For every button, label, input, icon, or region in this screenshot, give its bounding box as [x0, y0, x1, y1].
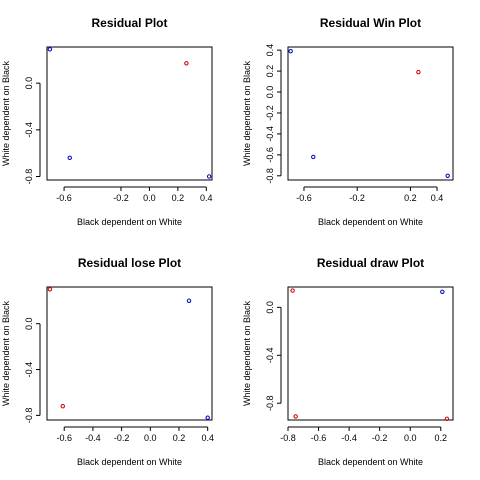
plot-frame [46, 46, 213, 181]
x-tick-label: -0.8 [280, 433, 296, 443]
data-point [60, 404, 65, 409]
x-tick-label: -0.6 [296, 193, 312, 203]
data-point [186, 298, 192, 303]
y-tick-label: -0.4 [265, 348, 275, 364]
data-point [206, 174, 212, 179]
x-tick-label: 0.2 [172, 193, 185, 203]
plot-frame [287, 286, 454, 421]
y-tick-label: -0.6 [265, 147, 275, 163]
chart-title: Residual Win Plot [320, 16, 421, 30]
data-point [445, 173, 450, 179]
x-tick-label: 0.2 [404, 193, 417, 203]
y-axis-title: White dependent on Black [242, 60, 252, 166]
chart-title: Residual draw Plot [317, 256, 424, 270]
plot-frame [287, 46, 454, 181]
y-tick-label: 0.4 [265, 44, 275, 57]
data-point [288, 48, 293, 54]
data-point [293, 414, 298, 419]
x-tick-label: -0.6 [56, 433, 72, 443]
x-tick-label: 0.0 [144, 433, 157, 443]
y-tick-label: -0.4 [265, 126, 275, 142]
y-axis-title: White dependent on Black [242, 300, 252, 406]
x-tick-label: -0.4 [85, 433, 101, 443]
x-tick-label: 0.4 [200, 193, 213, 203]
x-tick-label: 0.2 [435, 433, 448, 443]
data-point [290, 288, 295, 293]
x-tick-label: -0.4 [341, 433, 357, 443]
x-tick-label: 0.4 [431, 193, 444, 203]
y-axis-title: White dependent on Black [1, 300, 11, 406]
y-tick-label: 0.0 [24, 317, 34, 330]
data-point [444, 416, 450, 422]
y-tick-label: -0.8 [24, 169, 34, 185]
x-axis-title: Black dependent on White [318, 457, 423, 467]
data-point [440, 289, 445, 294]
y-tick-label: -0.8 [265, 168, 275, 184]
x-axis-title: Black dependent on White [318, 217, 423, 227]
x-tick-label: -0.6 [56, 193, 72, 203]
data-point [184, 61, 189, 66]
x-axis-title: Black dependent on White [77, 217, 182, 227]
x-tick-label: -0.2 [349, 193, 365, 203]
x-tick-label: -0.6 [311, 433, 327, 443]
plot-frame [46, 286, 213, 421]
data-point [47, 287, 53, 292]
y-tick-label: -0.4 [24, 122, 34, 138]
x-tick-label: 0.0 [404, 433, 417, 443]
x-tick-label: 0.4 [201, 433, 214, 443]
y-tick-label: 0.2 [265, 65, 275, 78]
x-tick-label: -0.2 [113, 193, 129, 203]
data-point [205, 415, 210, 420]
y-tick-label: 0.0 [24, 77, 34, 90]
y-tick-label: -0.4 [24, 362, 34, 378]
chart-title: Residual lose Plot [78, 256, 181, 270]
y-tick-label: 0.0 [265, 86, 275, 99]
data-point [311, 154, 316, 160]
chart-title: Residual Plot [91, 16, 167, 30]
y-tick-label: -0.8 [24, 408, 34, 424]
y-tick-label: 0.0 [265, 301, 275, 314]
x-tick-label: 0.0 [143, 193, 156, 203]
y-tick-label: -0.2 [265, 105, 275, 121]
y-axis-title: White dependent on Black [1, 60, 11, 166]
data-point [47, 47, 53, 52]
x-tick-label: 0.2 [173, 433, 186, 443]
data-point [416, 69, 421, 75]
data-point [67, 155, 72, 161]
x-tick-label: -0.2 [372, 433, 388, 443]
x-tick-label: -0.2 [114, 433, 130, 443]
x-axis-title: Black dependent on White [77, 457, 182, 467]
y-tick-label: -0.8 [265, 395, 275, 411]
